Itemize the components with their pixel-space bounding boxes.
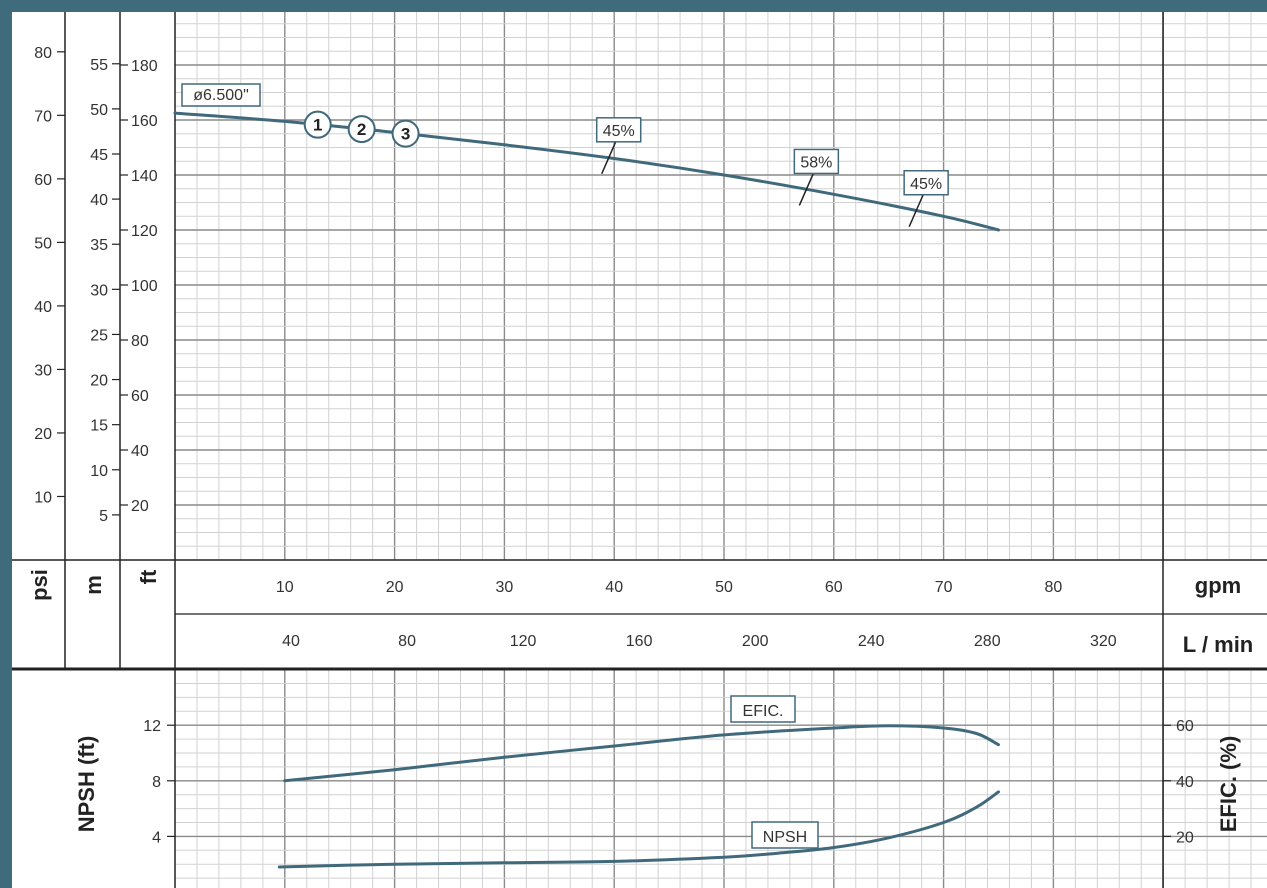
lmin-tick-label: 200 (742, 633, 769, 650)
m-tick-label: 25 (90, 327, 108, 344)
ft-tick-label: 140 (131, 168, 158, 185)
efficiency-mark-label-box (595, 117, 642, 143)
efficiency-mark-label-text: 45% (910, 176, 942, 193)
diameter-label-text: ø6.500" (193, 87, 249, 104)
psi-tick-label: 20 (34, 426, 52, 443)
npsh-tick-label: 12 (143, 718, 161, 735)
gpm-tick-label: 10 (276, 579, 294, 596)
frame-top-bar (0, 0, 1267, 12)
ft-axis-title: ft (136, 569, 161, 584)
psi-tick-label: 70 (34, 108, 52, 125)
npsh-tick-label: 4 (152, 829, 161, 846)
psi-tick-label: 80 (34, 45, 52, 62)
operating-point-marker (303, 110, 332, 139)
lmin-tick-label: 80 (398, 633, 416, 650)
m-tick-label: 35 (90, 237, 108, 254)
npsh-tick-label: 8 (152, 774, 161, 791)
m-tick-label: 20 (90, 373, 108, 390)
m-tick-label: 45 (90, 147, 108, 164)
gpm-tick-label: 20 (386, 579, 404, 596)
m-tick-label: 15 (90, 418, 108, 435)
efficiency-mark-label-box (793, 148, 840, 175)
top-chart-grid (175, 12, 1267, 560)
efficiency-mark-label-box (903, 170, 949, 196)
npsh-axis-title: NPSH (ft) (74, 736, 99, 833)
m-tick-label: 30 (90, 282, 108, 299)
diameter-label-group: ø6.500" (181, 83, 261, 107)
lmin-tick-label: 120 (510, 633, 537, 650)
efficiency-mark-label-text: 58% (800, 154, 832, 171)
npsh-curve-label-box (751, 821, 819, 849)
lmin-tick-label: 320 (1090, 633, 1117, 650)
efficiency-tick-label: 60 (1176, 718, 1194, 735)
npsh-curve-label-group: NPSH (751, 821, 819, 849)
m-tick-label: 40 (90, 192, 108, 209)
lmin-tick-label: 280 (974, 633, 1001, 650)
ft-tick-label: 80 (131, 333, 149, 350)
npsh-curve-label-text: NPSH (763, 829, 807, 846)
curve-annotations: ø6.500" 45% 58% 45% 1 2 3 EFIC. NPSH (181, 83, 949, 849)
ft-tick-label: 20 (131, 498, 149, 515)
performance-curves (173, 111, 1000, 869)
gpm-tick-label: 60 (825, 579, 843, 596)
psi-tick-label: 60 (34, 172, 52, 189)
efficiency-curve-label-text: EFIC. (743, 703, 784, 720)
m-tick-label: 10 (90, 463, 108, 480)
psi-axis-title: psi (27, 569, 52, 601)
ft-tick-label: 100 (131, 278, 158, 295)
operating-point-label: 1 (313, 116, 322, 135)
ft-tick-label: 60 (131, 388, 149, 405)
efficiency-tick-line (908, 194, 924, 228)
chart-frame-lines (12, 12, 1267, 888)
axis-unit-labels: psi m ft gpm L / min NPSH (ft) EFIC. (%) (27, 569, 1253, 832)
efficiency-mark-label-text: 45% (603, 123, 635, 140)
psi-tick-label: 10 (34, 489, 52, 506)
efficiency-tick-label: 20 (1176, 829, 1194, 846)
lmin-tick-label: 40 (282, 633, 300, 650)
efficiency-mark-label-group: 45% (595, 117, 642, 143)
operating-point-label: 2 (357, 120, 366, 139)
efficiency-tick-line (798, 173, 815, 206)
gpm-tick-label: 30 (496, 579, 514, 596)
npsh-curve (277, 790, 1000, 869)
ft-tick-label: 160 (131, 113, 158, 130)
m-tick-label: 5 (99, 508, 108, 525)
gpm-axis-title: gpm (1195, 573, 1241, 598)
m-tick-label: 55 (90, 57, 108, 74)
efficiency-curve (283, 724, 1000, 783)
ft-tick-label: 40 (131, 443, 149, 460)
gpm-tick-label: 80 (1045, 579, 1063, 596)
psi-tick-label: 30 (34, 362, 52, 379)
efficiency-tick-line (601, 141, 617, 175)
lmin-tick-label: 240 (858, 633, 885, 650)
efficiency-curve-label-box (730, 695, 796, 723)
efficiency-tick-label: 40 (1176, 774, 1194, 791)
operating-point-label: 3 (401, 125, 410, 144)
efficiency-mark-label-group: 45% (903, 170, 949, 196)
lmin-axis-title: L / min (1183, 632, 1254, 657)
m-axis-title: m (81, 575, 106, 595)
ft-tick-label: 180 (131, 58, 158, 75)
gpm-tick-label: 50 (715, 579, 733, 596)
diameter-label-box (181, 83, 261, 107)
gpm-tick-label: 70 (935, 579, 953, 596)
bottom-chart-grid (175, 670, 1267, 888)
axis-tick-labels: 10 20 30 40 50 60 70 80 5 10 15 20 25 30 35 40 45 50 55 20 4… (34, 45, 1194, 847)
gpm-tick-label: 40 (605, 579, 623, 596)
psi-tick-label: 40 (34, 299, 52, 316)
ft-tick-label: 120 (131, 223, 158, 240)
operating-point-marker (347, 115, 376, 144)
efficiency-curve-label-group: EFIC. (730, 695, 796, 723)
lmin-tick-label: 160 (626, 633, 653, 650)
efficiency-axis-title: EFIC. (%) (1216, 736, 1241, 833)
operating-point-marker (391, 119, 420, 148)
efficiency-mark-label-group: 58% (793, 148, 840, 175)
head-curve (173, 111, 1000, 232)
m-tick-label: 50 (90, 102, 108, 119)
frame-left-bar (0, 0, 12, 888)
psi-tick-label: 50 (34, 235, 52, 252)
